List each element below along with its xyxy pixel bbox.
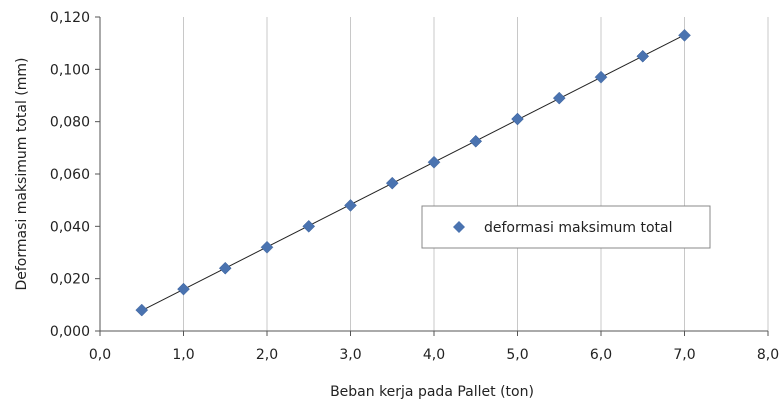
- data-point: [636, 49, 650, 63]
- x-tick-label: 7,0: [673, 347, 695, 363]
- data-point: [552, 91, 566, 105]
- data-point: [594, 70, 608, 84]
- y-tick-label: 0,040: [50, 219, 90, 235]
- legend-label: deformasi maksimum total: [484, 220, 672, 236]
- y-axis-label: Deformasi maksimum total (mm): [14, 57, 30, 290]
- data-point: [469, 134, 483, 148]
- x-axis-label: Beban kerja pada Pallet (ton): [330, 384, 534, 400]
- legend: deformasi maksimum total: [421, 205, 711, 249]
- x-tick-label: 6,0: [590, 347, 612, 363]
- legend-marker-diamond: [453, 221, 465, 233]
- data-point: [385, 176, 399, 190]
- x-tick-label: 0,0: [89, 347, 111, 363]
- data-point: [302, 219, 316, 233]
- data-point: [678, 28, 691, 42]
- tick-labels: 0,000 0,020 0,040 0,060 0,080 0,100 0,120 0,0 1,…: [50, 10, 779, 363]
- data-point: [177, 282, 190, 296]
- data-point: [260, 240, 274, 254]
- x-tick-label: 1,0: [172, 347, 194, 363]
- y-tick-label: 0,120: [50, 10, 90, 26]
- x-tick-label: 8,0: [757, 347, 779, 363]
- data-points: [135, 28, 691, 317]
- y-tick-label: 0,060: [50, 167, 90, 183]
- axes: [95, 16, 769, 336]
- y-tick-label: 0,020: [50, 272, 90, 288]
- data-point: [511, 112, 524, 126]
- data-point: [218, 261, 232, 275]
- data-point: [135, 303, 149, 317]
- data-point: [427, 155, 441, 169]
- data-point: [344, 199, 357, 212]
- grid-lines: [183, 17, 769, 331]
- legend-box: [421, 205, 711, 249]
- x-tick-label: 3,0: [339, 347, 361, 363]
- y-tick-label: 0,000: [50, 324, 90, 340]
- trendline-line: [141, 34, 685, 312]
- y-tick-label: 0,100: [50, 62, 90, 78]
- x-tick-label: 4,0: [423, 347, 445, 363]
- y-tick-label: 0,080: [50, 115, 90, 131]
- x-tick-label: 5,0: [506, 347, 528, 363]
- x-tick-label: 2,0: [256, 347, 278, 363]
- trendline: [141, 34, 685, 312]
